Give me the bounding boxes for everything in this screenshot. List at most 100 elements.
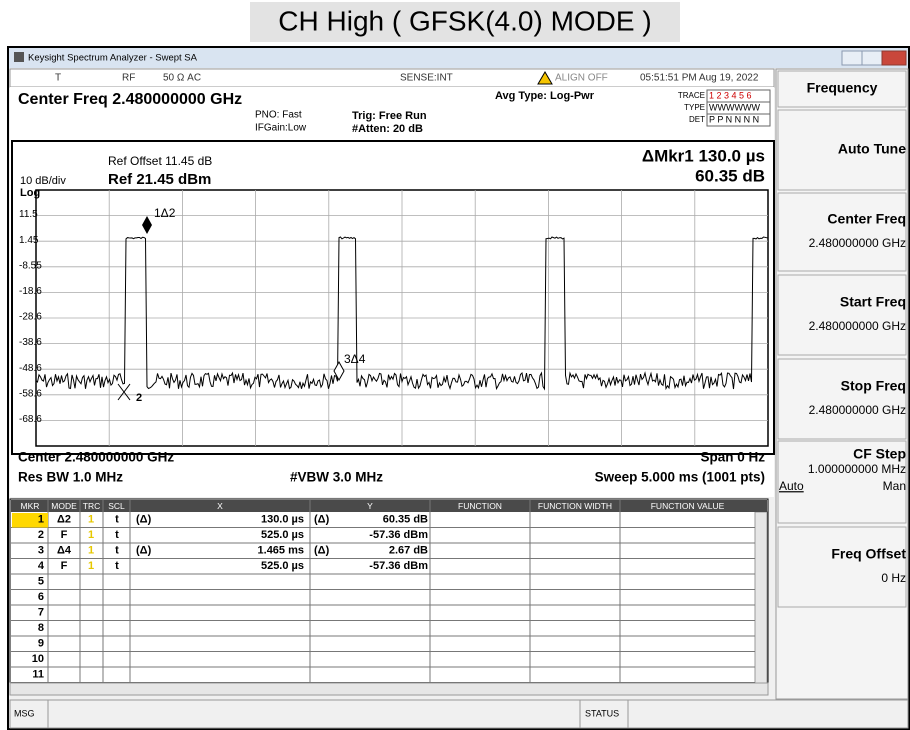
softkey-label: Frequency bbox=[807, 80, 878, 96]
trc-cell: 1 bbox=[88, 560, 94, 572]
scale: 10 dB/div bbox=[20, 175, 66, 187]
softkey-label: Auto Tune bbox=[838, 141, 906, 157]
close-button[interactable] bbox=[881, 50, 907, 66]
y-label: -48.6 bbox=[19, 363, 42, 374]
softkey-option: Man bbox=[883, 479, 906, 493]
softkey[interactable] bbox=[777, 70, 907, 108]
warning-icon bbox=[537, 71, 553, 85]
status-input: RF bbox=[122, 73, 135, 84]
marker-label: 2 bbox=[136, 392, 142, 404]
marker-label: 3Δ4 bbox=[344, 352, 366, 366]
mode-cell: Δ2 bbox=[57, 514, 71, 526]
trc-cell: 1 bbox=[88, 545, 94, 557]
table-header-cell: FUNCTION VALUE bbox=[651, 501, 725, 511]
mkr-cell: 9 bbox=[38, 638, 44, 650]
table-header-cell: SCL bbox=[108, 501, 125, 511]
marker-readout: ΔMkr1 130.0 µs bbox=[642, 146, 765, 165]
center-freq: Center 2.480000000 GHz bbox=[18, 450, 174, 465]
mkr-cell: 4 bbox=[38, 560, 45, 572]
softkey[interactable] bbox=[777, 109, 907, 191]
mkr-cell: 8 bbox=[38, 622, 44, 634]
softkey-label: Center Freq bbox=[827, 211, 906, 227]
y-cell: -57.36 dBm bbox=[369, 560, 428, 572]
trace-label: TRACE bbox=[678, 91, 705, 100]
table-header-cell: TRC bbox=[83, 501, 100, 511]
marker-label: 1Δ2 bbox=[154, 206, 176, 220]
status-time: 05:51:51 PM Aug 19, 2022 bbox=[640, 73, 759, 84]
mkr-cell: 6 bbox=[38, 591, 44, 603]
ref-offset: Ref Offset 11.45 dB bbox=[108, 154, 212, 168]
status-align: ALIGN OFF bbox=[555, 73, 608, 84]
marker-x bbox=[117, 383, 131, 401]
y-cell: 2.67 dB bbox=[389, 545, 428, 557]
x-cell: 130.0 µs bbox=[261, 514, 304, 526]
type-label: TYPE bbox=[684, 103, 705, 112]
softkey-option: Auto bbox=[779, 479, 804, 493]
det-value: P P N N N N bbox=[709, 114, 759, 124]
mode-cell: Δ4 bbox=[57, 545, 72, 557]
table-header bbox=[11, 500, 767, 512]
trace bbox=[35, 236, 769, 391]
v-scrollbar[interactable] bbox=[754, 511, 768, 684]
vbw: #VBW 3.0 MHz bbox=[290, 470, 383, 485]
footer-bar bbox=[9, 699, 909, 729]
softkey-label: Start Freq bbox=[840, 294, 906, 310]
y-label: -8.55 bbox=[19, 260, 42, 271]
status-sense: SENSE:INT bbox=[400, 73, 453, 84]
sweep: Sweep 5.000 ms (1001 pts) bbox=[595, 470, 765, 485]
x-cell: 525.0 µs bbox=[261, 529, 304, 541]
y-label: -58.6 bbox=[19, 388, 42, 399]
y-label: -38.6 bbox=[19, 337, 42, 348]
mkr-cell: 10 bbox=[32, 653, 44, 665]
atten: #Atten: 20 dB bbox=[352, 123, 423, 135]
softkey[interactable] bbox=[777, 526, 907, 608]
x-ref-cell: (Δ) bbox=[136, 545, 152, 557]
softkey[interactable] bbox=[777, 192, 907, 272]
trc-cell: 1 bbox=[88, 514, 94, 526]
avg-type: Avg Type: Log-Pwr bbox=[495, 90, 595, 102]
page-title: CH High ( GFSK(4.0) MODE ) bbox=[278, 5, 651, 36]
marker-diamond bbox=[333, 360, 345, 382]
y-label: -18.6 bbox=[19, 286, 42, 297]
trace-value: 1 2 3 4 5 6 bbox=[709, 90, 752, 100]
scale-type: Log bbox=[20, 187, 40, 199]
x-cell: 1.465 ms bbox=[258, 545, 304, 557]
softkey[interactable] bbox=[777, 440, 907, 524]
window-titlebar bbox=[9, 48, 908, 68]
minimize-button[interactable] bbox=[841, 50, 863, 66]
det-box bbox=[706, 113, 771, 127]
mode-cell: F bbox=[61, 529, 68, 541]
x-ref-cell: (Δ) bbox=[136, 514, 152, 526]
status-impedance: 50 Ω AC bbox=[163, 73, 201, 84]
det-label: DET bbox=[689, 115, 705, 124]
mkr-cell: 3 bbox=[38, 545, 44, 557]
center-freq-header: Center Freq 2.480000000 GHz bbox=[18, 91, 242, 108]
y-ref-cell: (Δ) bbox=[314, 545, 330, 557]
span: Span 0 Hz bbox=[700, 450, 765, 465]
softkey-label: CF Step bbox=[853, 446, 906, 462]
softkey-value: 2.480000000 GHz bbox=[809, 319, 906, 333]
softkey[interactable] bbox=[777, 274, 907, 356]
maximize-button[interactable] bbox=[861, 50, 883, 66]
table-header-cell: MODE bbox=[51, 501, 77, 511]
scl-cell: t bbox=[115, 560, 119, 572]
scl-cell: t bbox=[115, 514, 119, 526]
softkey[interactable] bbox=[777, 358, 907, 440]
y-cell: -57.36 dBm bbox=[369, 529, 428, 541]
x-cell: 525.0 µs bbox=[261, 560, 304, 572]
y-label: -68.6 bbox=[19, 414, 42, 425]
mkr-cell: 11 bbox=[32, 669, 44, 681]
h-scrollbar[interactable] bbox=[9, 682, 769, 696]
type-value: WWWWWW bbox=[709, 102, 760, 112]
window-title: Keysight Spectrum Analyzer - Swept SA bbox=[28, 53, 198, 64]
y-label: -28.6 bbox=[19, 312, 42, 323]
marker-diamond bbox=[142, 216, 152, 234]
trig: Trig: Free Run bbox=[352, 110, 427, 122]
y-label: 1.45 bbox=[19, 235, 39, 246]
table-header-cell: Y bbox=[367, 501, 373, 511]
mkr-cell: 2 bbox=[38, 529, 44, 541]
ref-level: Ref 21.45 dBm bbox=[108, 171, 211, 188]
mode-cell: F bbox=[61, 560, 68, 572]
